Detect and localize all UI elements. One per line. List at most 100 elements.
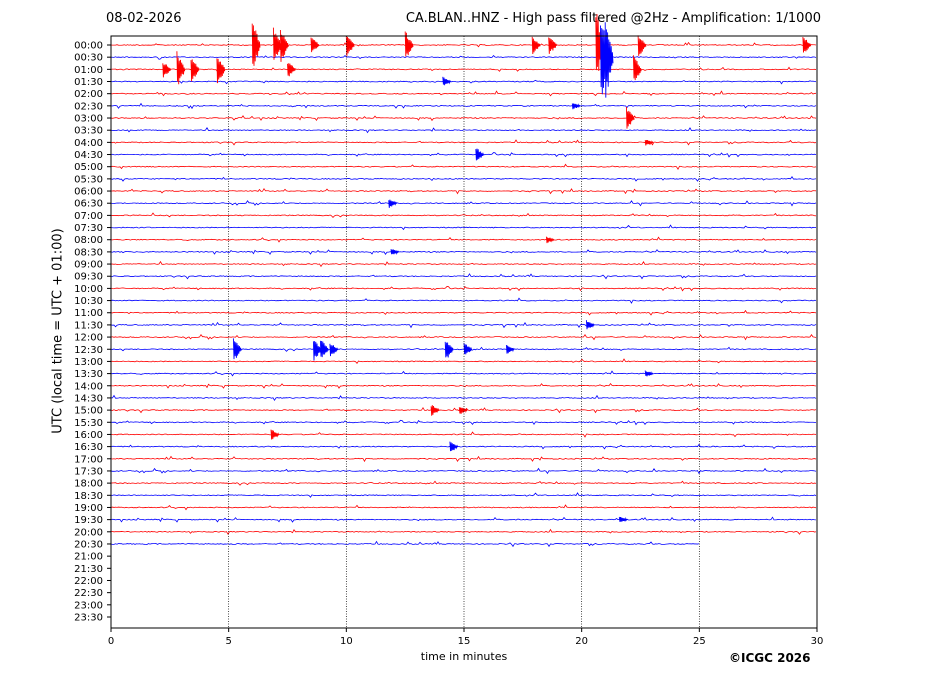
event-spike [618,516,628,522]
y-tick-label: 15:30 [74,418,103,429]
y-tick-label: 09:30 [74,272,103,283]
x-tick-label: 20 [575,636,588,647]
trace-1600 [110,431,817,438]
event-spike [604,22,614,98]
y-tick-label: 19:00 [74,503,103,514]
event-spike [430,405,440,416]
trace-0630 [110,200,817,207]
event-spike [312,341,322,361]
event-spike [442,76,452,86]
event-spike [190,59,200,82]
y-tick-label: 08:00 [74,235,103,246]
y-tick-label: 04:00 [74,138,103,149]
event-spike [531,36,541,55]
y-tick-label: 16:30 [74,442,103,453]
trace-1730 [110,467,817,475]
event-spike [216,58,226,84]
event-spike [251,23,261,66]
trace-0930 [110,273,817,280]
trace-0130 [110,79,817,85]
event-spike [388,199,397,208]
event-spike [232,338,242,360]
y-tick-label: 22:30 [74,588,103,599]
event-spike [270,429,280,440]
date-label: 08-02-2026 [106,11,182,26]
trace-2030 [110,540,700,548]
y-tick-label: 10:00 [74,284,103,295]
trace-0700 [110,212,817,218]
y-tick-label: 02:30 [74,101,103,112]
event-spike [632,55,642,81]
trace-1430 [110,394,817,402]
event-spike [637,35,647,56]
event-spike [404,31,414,57]
y-tick-label: 23:00 [74,600,103,611]
event-spike [272,27,282,60]
y-tick-label: 05:00 [74,162,103,173]
y-tick-label: 20:00 [74,527,103,538]
trace-1230 [110,346,817,352]
y-tick-label: 05:30 [74,174,103,185]
y-tick-label: 06:00 [74,187,103,198]
trace-1700 [110,455,817,463]
y-tick-label: 13:00 [74,357,103,368]
y-tick-label: 11:30 [74,320,103,331]
y-tick-label: 20:30 [74,539,103,550]
event-spike [463,342,473,355]
event-spike [545,236,555,244]
y-tick-label: 03:30 [74,126,103,137]
y-tick-label: 11:00 [74,308,103,319]
x-tick-label: 30 [811,636,824,647]
plot-area-frame [110,35,818,629]
copyright-label: ©ICGC 2026 [729,651,811,665]
y-tick-label: 17:30 [74,466,103,477]
event-spike [162,63,172,78]
x-tick-label: 10 [340,636,353,647]
trace-0030 [110,54,817,60]
trace-0730 [110,224,817,231]
event-spike [310,37,320,53]
trace-0900 [110,260,817,268]
trace-0830 [110,249,817,255]
y-tick-label: 06:30 [74,199,103,210]
trace-1930 [110,516,817,523]
trace-1330 [110,370,817,377]
y-tick-label: 12:30 [74,345,103,356]
y-tick-label: 22:00 [74,576,103,587]
traces-group [110,14,817,548]
y-tick-label: 07:30 [74,223,103,234]
y-tick-label: 15:00 [74,406,103,417]
y-tick-label: 03:00 [74,114,103,125]
y-tick-label: 19:30 [74,515,103,526]
y-tick-label: 08:30 [74,247,103,258]
y-tick-label: 13:30 [74,369,103,380]
trace-1200 [110,333,817,341]
trace-0300 [110,115,817,122]
event-spike [279,29,289,62]
trace-2000 [110,528,817,535]
event-spike [444,341,454,358]
y-tick-label: 21:30 [74,564,103,575]
trace-1400 [110,382,817,389]
event-spike [548,37,557,54]
x-tick-label: 0 [108,636,114,647]
x-axis-label: time in minutes [420,650,508,663]
y-tick-label: 18:30 [74,491,103,502]
trace-1100 [110,309,817,316]
event-spike [802,36,812,53]
event-spike [287,63,296,77]
x-tick-label: 5 [225,636,231,647]
trace-0430 [110,152,817,158]
trace-0000 [110,41,817,49]
y-tick-label: 16:00 [74,430,103,441]
y-tick-label: 04:30 [74,150,103,161]
event-spike [176,51,186,85]
y-tick-label: 07:00 [74,211,103,222]
trace-1030 [110,297,817,304]
event-spike [585,320,595,330]
event-spike [345,35,355,56]
trace-0400 [110,139,817,146]
trace-0530 [110,176,817,182]
y-tick-label: 01:30 [74,77,103,88]
x-tick-label: 15 [458,636,471,647]
